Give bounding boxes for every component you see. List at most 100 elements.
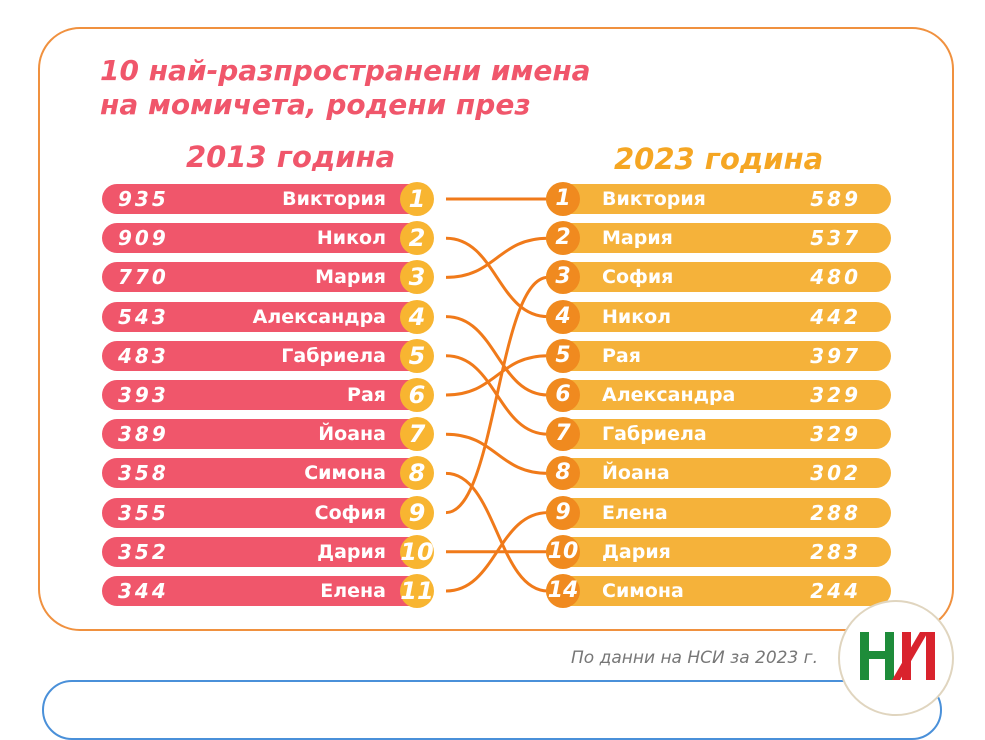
r-name: Виктория [602, 188, 706, 210]
l-row-8: 358 Симона 8 [102, 456, 434, 491]
l-row-9: 355 София 9 [102, 495, 434, 530]
link-4 [445, 315, 549, 397]
l-value: 543 [118, 304, 169, 329]
r-row-3: 480 София 3 [546, 260, 891, 295]
r-name: Елена [602, 501, 668, 524]
r-rank-badge: 10 [546, 534, 580, 569]
r-row-4: 442 Никол 4 [546, 299, 891, 334]
r-rank-badge: 8 [546, 456, 580, 491]
l-rank-badge: 9 [400, 495, 434, 530]
nsi-logo-mark [860, 632, 935, 680]
r-value: 537 [810, 226, 861, 251]
r-rank-badge: 7 [546, 417, 580, 452]
l-row-7: 389 Йоана 7 [102, 417, 434, 452]
l-rank-badge: 8 [400, 456, 434, 491]
l-value: 393 [118, 383, 169, 407]
l-row-11: 344 Елена 11 [102, 574, 434, 608]
l-value: 935 [118, 187, 169, 211]
l-name: София [314, 501, 386, 524]
r-row-5: 397 Рая 5 [546, 338, 891, 373]
r-row-9: 288 Елена 9 [546, 495, 891, 530]
l-name: Елена [320, 580, 386, 602]
r-name: Йоана [602, 462, 670, 485]
l-row-3: 770 Мария 3 [102, 260, 434, 295]
l-rank-badge: 3 [400, 260, 434, 295]
l-row-4: 543 Александра 4 [102, 299, 434, 334]
link-7 [445, 432, 549, 475]
l-rank-badge: 5 [400, 338, 434, 373]
chart-title: 10 най-разпространени имена на момичета,… [100, 54, 591, 122]
r-name: Мария [602, 227, 673, 250]
r-rank-badge: 2 [546, 221, 580, 256]
l-rank-badge: 6 [400, 378, 434, 412]
l-value: 909 [118, 226, 169, 251]
link-6 [445, 354, 549, 397]
link-9 [445, 275, 549, 515]
r-name: Симона [602, 580, 684, 602]
r-value: 244 [810, 579, 861, 603]
l-name: Симона [304, 462, 386, 485]
r-row-2: 537 Мария 2 [546, 221, 891, 256]
r-value: 589 [810, 187, 861, 211]
r-row-10: 283 Дария 10 [546, 534, 891, 569]
r-value: 442 [810, 304, 861, 329]
l-rank-badge: 2 [400, 221, 434, 256]
l-value: 358 [118, 461, 169, 486]
link-2 [445, 236, 549, 319]
l-name: Йоана [318, 423, 386, 446]
r-rank-badge: 1 [546, 182, 580, 216]
link-8 [445, 471, 549, 593]
title-line-2: на момичета, родени през [100, 88, 531, 121]
l-rank-badge: 10 [400, 534, 434, 569]
rank-links [445, 197, 549, 593]
l-row-6: 393 Рая 6 [102, 378, 434, 412]
r-rank-badge: 3 [546, 260, 580, 295]
r-row-8: 302 Йоана 8 [546, 456, 891, 491]
l-name: Мария [315, 266, 386, 289]
l-value: 344 [118, 579, 169, 603]
r-row-1: 589 Виктория 1 [546, 182, 891, 216]
r-name: София [602, 266, 674, 289]
right-year-label: 2023 година [614, 142, 824, 176]
l-row-5: 483 Габриела 5 [102, 338, 434, 373]
r-rank-badge: 6 [546, 378, 580, 412]
r-name: Александра [602, 384, 736, 406]
l-row-1: 935 Виктория 1 [102, 182, 434, 216]
r-value: 329 [810, 383, 861, 407]
l-value: 355 [118, 500, 169, 525]
link-11 [445, 511, 549, 593]
source-note: По данни на НСИ за 2023 г. [571, 648, 819, 668]
l-name: Виктория [282, 188, 386, 210]
r-name: Никол [602, 305, 672, 328]
r-value: 397 [810, 343, 861, 368]
r-row-6: 329 Александра 6 [546, 378, 891, 412]
l-name: Габриела [281, 344, 386, 367]
l-row-10: 352 Дария 10 [102, 534, 434, 569]
l-value: 389 [118, 422, 169, 447]
l-value: 352 [118, 539, 169, 564]
r-name: Дария [602, 540, 671, 563]
l-value: 770 [118, 265, 169, 290]
r-rank-badge: 14 [546, 574, 580, 608]
nsi-logo [838, 600, 954, 716]
r-value: 329 [810, 422, 861, 447]
left-year-label: 2013 година [186, 140, 396, 174]
l-value: 483 [118, 343, 169, 368]
r-rank-badge: 9 [546, 495, 580, 530]
l-name: Никол [316, 227, 386, 250]
r-value: 288 [810, 500, 861, 525]
l-name: Александра [252, 305, 386, 328]
r-name: Габриела [602, 423, 707, 446]
l-rank-badge: 1 [400, 182, 434, 216]
r-value: 480 [810, 265, 861, 290]
r-row-7: 329 Габриела 7 [546, 417, 891, 452]
title-line-1: 10 най-разпространени имена [100, 54, 591, 87]
r-name: Рая [602, 344, 641, 367]
l-name: Дария [317, 540, 386, 563]
r-rank-badge: 5 [546, 338, 580, 373]
l-name: Рая [347, 384, 386, 406]
r-value: 302 [810, 461, 861, 486]
l-rank-badge: 4 [400, 299, 434, 334]
l-rank-badge: 11 [400, 574, 434, 608]
r-row-11: 244 Симона 14 [546, 574, 891, 608]
